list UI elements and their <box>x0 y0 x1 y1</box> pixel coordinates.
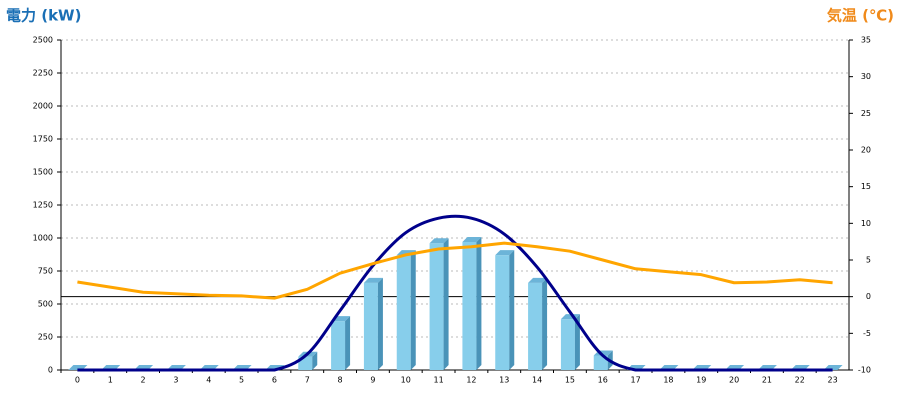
x-tick-label: 6 <box>272 376 277 385</box>
y2-axis-title: 気温 (℃) <box>827 7 894 25</box>
bar <box>396 255 411 370</box>
bar <box>331 321 346 370</box>
bar <box>462 241 477 370</box>
x-tick-label: 0 <box>75 376 80 385</box>
y-tick-label: 1750 <box>33 135 53 144</box>
x-tick-label: 3 <box>173 376 178 385</box>
x-tick-label: 23 <box>827 376 837 385</box>
temperature-line <box>77 241 833 300</box>
bar-side <box>574 314 580 370</box>
x-tick-label: 12 <box>466 376 476 385</box>
x-tick-label: 20 <box>729 376 739 385</box>
y-tick-label: 2250 <box>33 69 53 78</box>
bar-top <box>363 277 383 283</box>
bar <box>528 282 543 370</box>
y2-tick-label: 15 <box>861 182 871 191</box>
bar-top <box>495 250 515 256</box>
y-tick-label: 0 <box>48 366 53 375</box>
y-tick-label: 500 <box>38 300 53 309</box>
x-tick-label: 15 <box>565 376 575 385</box>
y2-tick-label: 35 <box>861 36 871 45</box>
y-axis-title: 電力 (kW) <box>6 7 81 25</box>
x-tick-label: 1 <box>108 376 113 385</box>
x-tick-label: 21 <box>762 376 772 385</box>
bar-side <box>377 277 383 370</box>
bar <box>560 319 575 370</box>
bar-side <box>476 236 482 370</box>
x-tick-label: 9 <box>370 376 375 385</box>
y-tick-label: 2500 <box>33 36 53 45</box>
x-tick-label: 13 <box>499 376 509 385</box>
bar-top <box>429 238 449 244</box>
y-tick-label: 750 <box>38 267 53 276</box>
bar-side <box>509 250 515 370</box>
y2-tick-label: -10 <box>858 366 871 375</box>
bar <box>495 255 510 370</box>
y2-tick-label: 10 <box>861 219 871 228</box>
y-tick-label: 1500 <box>33 168 53 177</box>
y-tick-label: 250 <box>38 333 53 342</box>
y2-tick-label: 30 <box>861 72 871 81</box>
y2-tick-label: 20 <box>861 146 871 155</box>
x-tick-label: 17 <box>630 376 640 385</box>
y2-tick-label: 25 <box>861 109 871 118</box>
y-tick-label: 1000 <box>33 234 53 243</box>
bar-side <box>312 351 318 370</box>
y2-tick-label: -5 <box>863 329 871 338</box>
bar <box>593 355 608 370</box>
x-tick-label: 16 <box>598 376 608 385</box>
x-tick-label: 10 <box>401 376 411 385</box>
x-tick-label: 22 <box>795 376 805 385</box>
x-tick-label: 2 <box>141 376 146 385</box>
x-tick-label: 7 <box>305 376 310 385</box>
x-tick-label: 18 <box>663 376 673 385</box>
bar-side <box>443 238 449 370</box>
bar <box>363 282 378 370</box>
bar-top <box>462 236 482 242</box>
bar-side <box>410 250 416 370</box>
bar-side <box>542 277 548 370</box>
y2-tick-label: 0 <box>866 292 871 301</box>
x-tick-label: 8 <box>338 376 343 385</box>
y-tick-label: 1250 <box>33 201 53 210</box>
y-tick-label: 2000 <box>33 102 53 111</box>
y2-tick-label: 5 <box>866 256 871 265</box>
bar-side <box>345 316 351 370</box>
x-tick-label: 11 <box>433 376 443 385</box>
x-tick-label: 19 <box>696 376 706 385</box>
x-tick-label: 5 <box>239 376 244 385</box>
x-tick-label: 14 <box>532 376 542 385</box>
bar-top <box>528 277 548 283</box>
x-tick-label: 4 <box>206 376 211 385</box>
curve-line <box>77 214 833 372</box>
bar <box>429 243 444 370</box>
